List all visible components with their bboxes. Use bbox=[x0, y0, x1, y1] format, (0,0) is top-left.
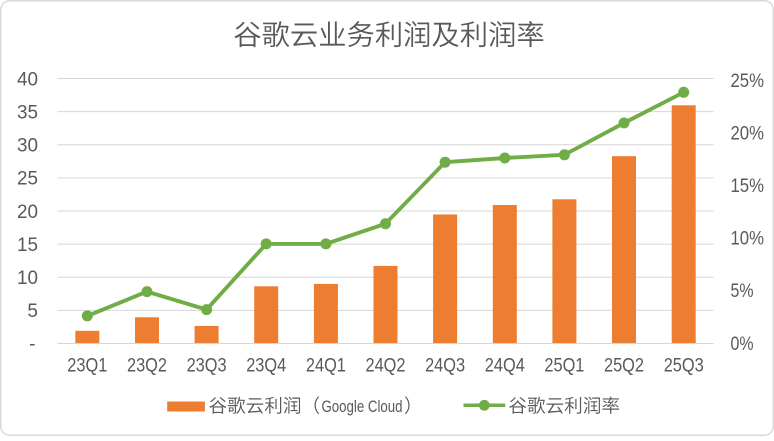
svg-text:-: - bbox=[29, 334, 35, 355]
svg-text:15: 15 bbox=[17, 235, 38, 256]
svg-text:15%: 15% bbox=[731, 176, 765, 197]
svg-text:0%: 0% bbox=[731, 334, 754, 355]
svg-text:35: 35 bbox=[17, 102, 38, 123]
svg-text:24Q4: 24Q4 bbox=[485, 356, 525, 377]
svg-text:5%: 5% bbox=[731, 281, 754, 302]
svg-text:30: 30 bbox=[17, 136, 38, 157]
svg-text:25Q1: 25Q1 bbox=[544, 356, 584, 377]
svg-text:20: 20 bbox=[17, 202, 38, 223]
svg-text:40: 40 bbox=[17, 69, 38, 90]
svg-text:10: 10 bbox=[17, 268, 38, 289]
svg-text:25Q3: 25Q3 bbox=[664, 356, 704, 377]
svg-text:24Q3: 24Q3 bbox=[425, 356, 465, 377]
svg-text:25Q2: 25Q2 bbox=[604, 356, 644, 377]
svg-text:25%: 25% bbox=[731, 71, 765, 92]
svg-text:23Q4: 23Q4 bbox=[246, 356, 286, 377]
svg-text:25: 25 bbox=[17, 169, 38, 190]
svg-text:24Q2: 24Q2 bbox=[366, 356, 406, 377]
svg-text:20%: 20% bbox=[731, 123, 765, 144]
svg-text:23Q3: 23Q3 bbox=[187, 356, 227, 377]
svg-text:10%: 10% bbox=[731, 229, 765, 250]
svg-text:23Q2: 23Q2 bbox=[127, 356, 167, 377]
svg-text:24Q1: 24Q1 bbox=[306, 356, 346, 377]
svg-text:Google Cloud: Google Cloud bbox=[322, 397, 403, 416]
svg-text:5: 5 bbox=[27, 301, 38, 322]
svg-text:23Q1: 23Q1 bbox=[67, 356, 107, 377]
